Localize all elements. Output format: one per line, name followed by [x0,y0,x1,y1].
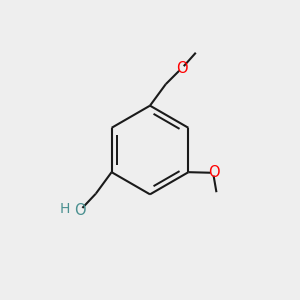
Text: O: O [176,61,187,76]
Text: H: H [60,202,70,216]
Text: O: O [74,203,86,218]
Text: O: O [208,165,219,180]
